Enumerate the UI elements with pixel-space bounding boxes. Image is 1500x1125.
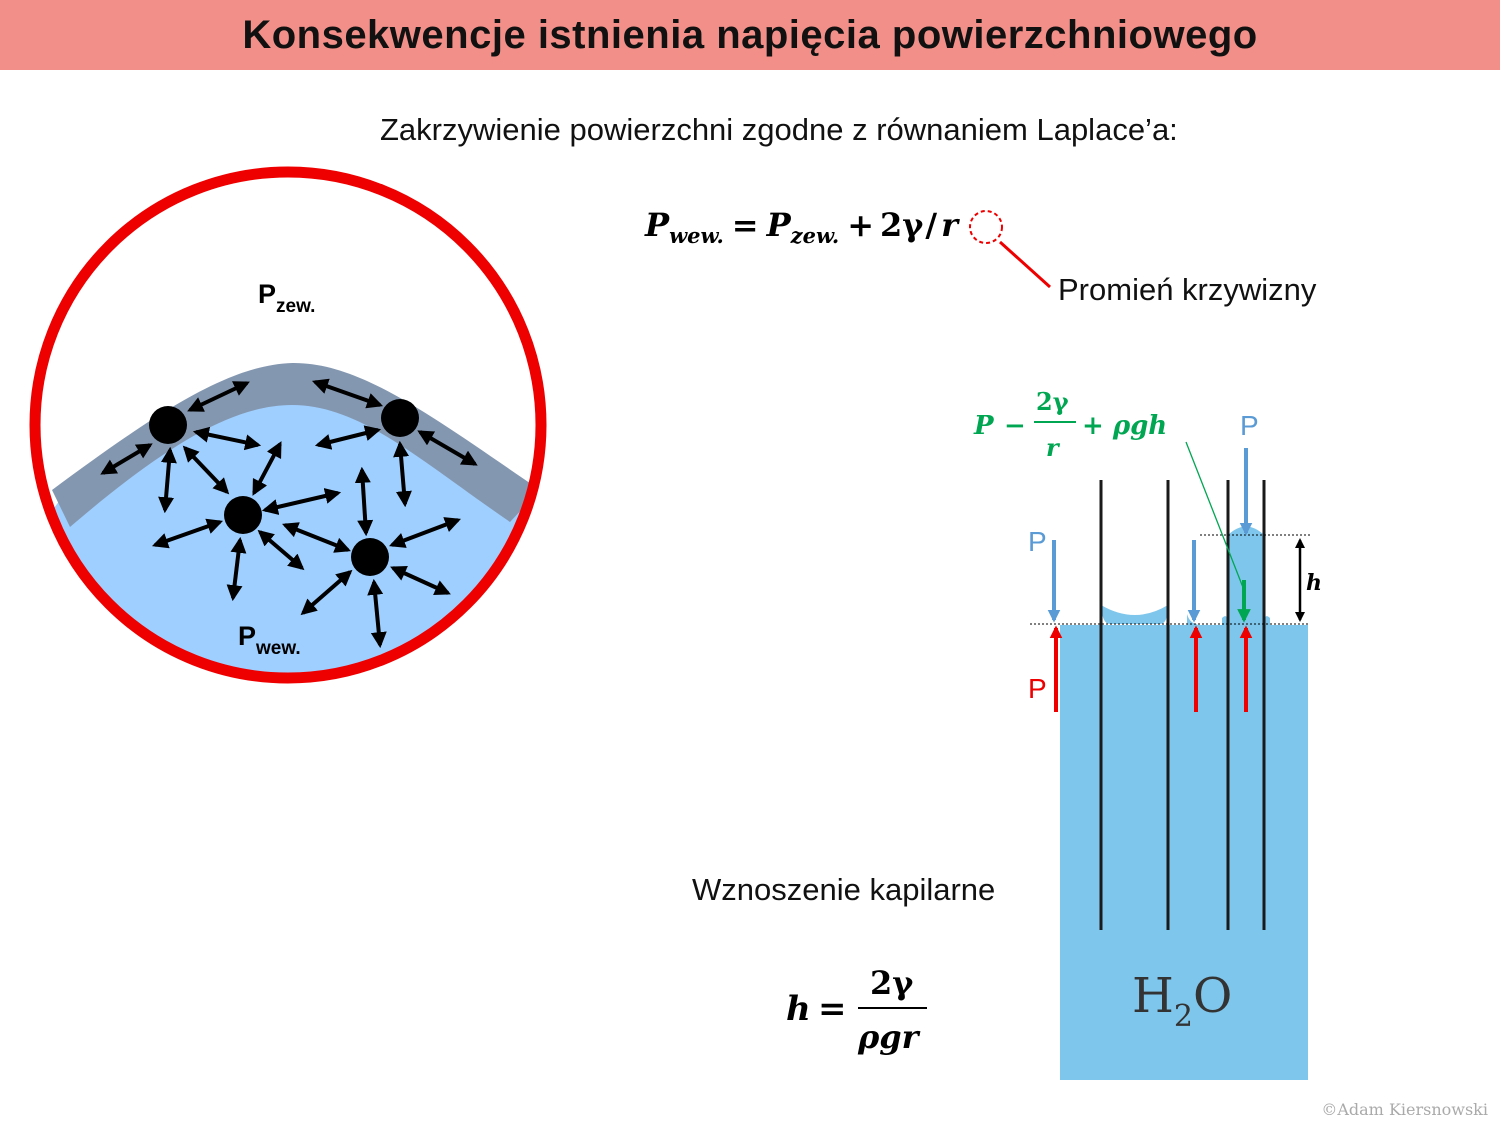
- laplace-equation: Pwew. = Pzew. +2γ/r: [644, 206, 1052, 289]
- molecule: [151, 441, 342, 602]
- laplace-subtitle: Zakrzywienie powierzchni zgodne z równan…: [380, 112, 1178, 147]
- title-bar: Konsekwencje istnienia napięcia powierzc…: [0, 0, 1500, 70]
- svg-text:Pwew.=Pzew.+2γ/r: Pwew. = Pzew. +2γ/r: [644, 206, 960, 248]
- concave-meniscus: [1101, 605, 1168, 624]
- svg-text:=: =: [818, 989, 847, 1029]
- inner-pressure-label: Pwew.: [238, 621, 301, 659]
- green-pressure-formula: P − 2γ r + ρgh: [973, 387, 1167, 462]
- svg-text:2γ: 2γ: [1036, 387, 1069, 416]
- svg-text:2γ: 2γ: [870, 964, 914, 1002]
- capillary-diagram: h P P P P − 2γ r + ρgh H2O: [973, 387, 1322, 1080]
- page-title: Konsekwencje istnienia napięcia powierzc…: [242, 12, 1258, 57]
- svg-text:r: r: [1046, 433, 1061, 462]
- svg-text:+ ρgh: + ρgh: [1082, 411, 1167, 441]
- pressure-label-bottom: P: [1028, 673, 1047, 704]
- svg-text:P: P: [973, 411, 995, 441]
- svg-text:−: −: [1004, 411, 1026, 441]
- molecule: [282, 466, 461, 649]
- svg-text:h: h: [786, 989, 811, 1029]
- bubble-circle-outline: [29, 166, 547, 684]
- capillary-rise-title: Wznoszenie kapilarne: [692, 872, 996, 907]
- height-label: h: [1306, 570, 1322, 596]
- copyright: ©Adam Kiersnowski: [1321, 1100, 1488, 1119]
- radius-of-curvature-label: Promień krzywizny: [1058, 272, 1317, 307]
- capillary-height-formula: h = 2γ ρgr: [786, 964, 927, 1056]
- molecule: [311, 378, 478, 508]
- water-label: H2O: [1132, 968, 1232, 1034]
- green-pointer-line: [1185, 441, 1245, 591]
- outer-pressure-label: Pzew.: [258, 279, 315, 317]
- radius-highlight-circle: [969, 210, 1003, 244]
- pressure-label-top: P: [1240, 410, 1259, 441]
- liquid-surface-illustration: Pzew. Pwew.: [29, 166, 547, 684]
- radius-pointer-line: [998, 240, 1052, 289]
- pressure-label-left: P: [1028, 526, 1047, 557]
- molecule: [100, 381, 262, 514]
- svg-text:ρgr: ρgr: [857, 1018, 921, 1056]
